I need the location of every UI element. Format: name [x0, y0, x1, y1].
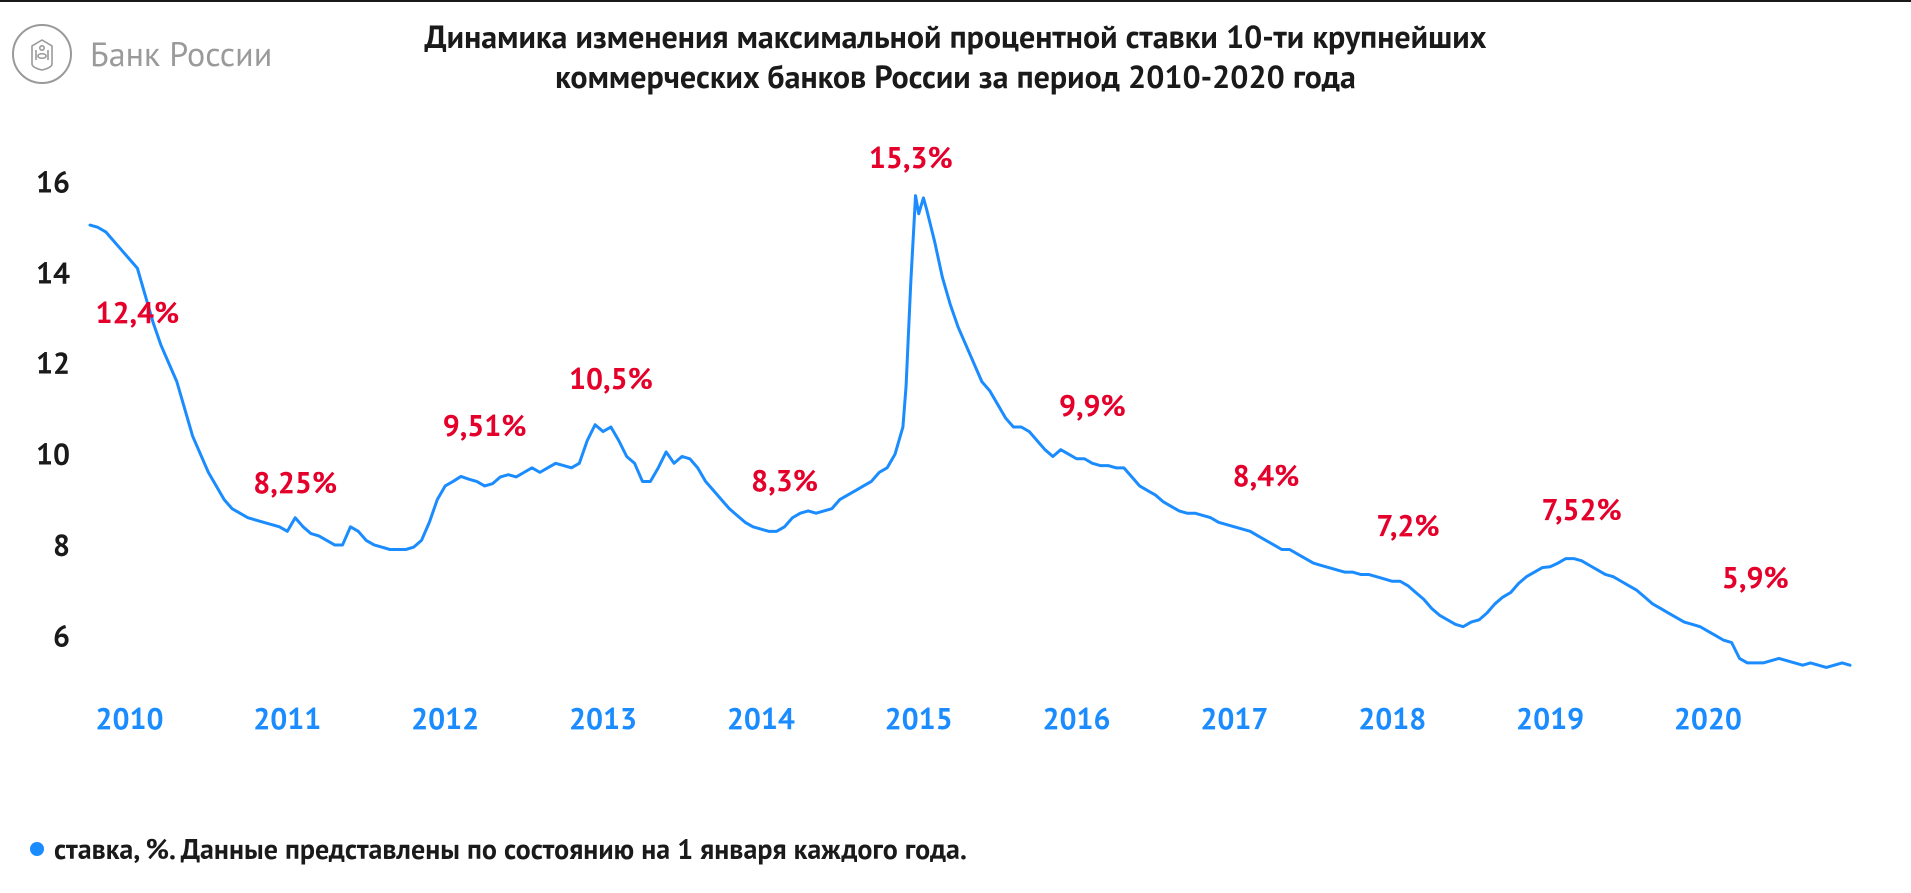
y-tick: 16	[24, 163, 70, 202]
x-label: 2017	[1200, 699, 1268, 738]
value-callout: 7,52%	[1542, 490, 1622, 529]
x-label: 2011	[253, 699, 321, 738]
value-callout: 5,9%	[1722, 558, 1789, 597]
x-label: 2018	[1358, 699, 1426, 738]
y-tick: 12	[24, 344, 70, 383]
legend-marker-icon	[30, 842, 44, 856]
legend: ставка, %. Данные представлены по состоя…	[30, 830, 967, 867]
value-callout: 8,25%	[253, 463, 337, 502]
x-label: 2014	[727, 699, 795, 738]
value-callout: 9,9%	[1059, 386, 1126, 425]
series-line	[90, 196, 1850, 668]
y-tick: 8	[24, 525, 70, 564]
x-label: 2019	[1516, 699, 1584, 738]
value-callout: 8,3%	[751, 461, 818, 500]
value-callout: 15,3%	[869, 138, 953, 177]
x-label: 2013	[569, 699, 637, 738]
chart-frame: Банк России Динамика изменения максималь…	[0, 0, 1911, 893]
x-label: 2015	[885, 699, 953, 738]
x-label: 2020	[1674, 699, 1742, 738]
legend-text: ставка, %. Данные представлены по состоя…	[54, 830, 967, 867]
x-label: 2010	[95, 699, 163, 738]
y-tick: 10	[24, 435, 70, 474]
x-label: 2016	[1043, 699, 1111, 738]
value-callout: 8,4%	[1233, 456, 1300, 495]
value-callout: 7,2%	[1376, 506, 1439, 545]
y-tick: 6	[24, 616, 70, 655]
x-label: 2012	[411, 699, 479, 738]
chart-title-line1: Динамика изменения максимальной процентн…	[0, 16, 1911, 56]
chart-title-line2: коммерческих банков России за период 201…	[0, 56, 1911, 96]
value-callout: 10,5%	[569, 359, 653, 398]
chart-title: Динамика изменения максимальной процентн…	[0, 16, 1911, 96]
value-callout: 9,51%	[443, 406, 527, 445]
line-chart: 6810121416201020112012201320142015201620…	[30, 152, 1880, 772]
value-callout: 12,4%	[95, 293, 179, 332]
y-tick: 14	[24, 253, 70, 292]
